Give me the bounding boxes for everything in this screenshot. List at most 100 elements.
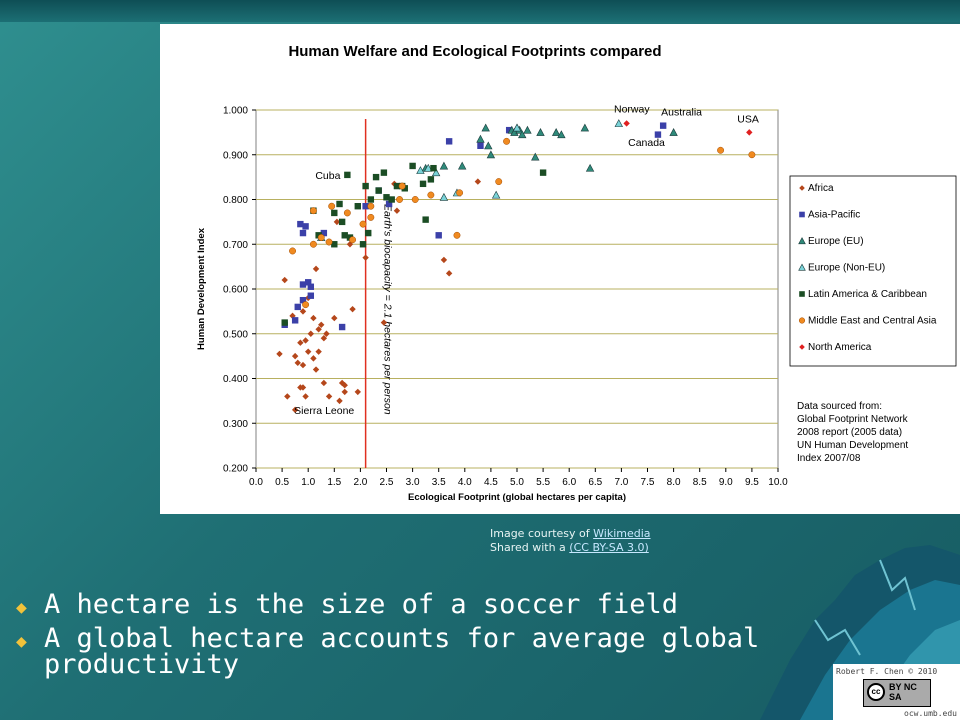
data-point — [325, 393, 333, 400]
y-tick-label: 0.400 — [223, 374, 248, 385]
data-point — [474, 178, 482, 185]
data-point — [362, 182, 369, 190]
data-point — [354, 388, 361, 396]
data-point — [375, 187, 382, 194]
data-point — [299, 296, 307, 304]
legend-marker — [799, 291, 805, 297]
note-line: UN Human Development — [797, 440, 908, 451]
data-point — [439, 192, 449, 201]
legend-label: Africa — [808, 183, 834, 194]
legend-entries: Africa Asia-Pacific Europe (EU) Europe (Non… — [798, 183, 937, 353]
data-point — [309, 207, 317, 215]
data-point — [344, 171, 351, 179]
data-point — [623, 120, 630, 127]
data-point — [457, 161, 467, 170]
data-point — [484, 141, 493, 150]
data-point — [393, 182, 401, 190]
x-tick-label: 1.5 — [327, 477, 341, 488]
data-point — [383, 194, 390, 201]
data-point — [307, 283, 315, 290]
note-line: 2008 report (2005 data) — [797, 427, 902, 438]
x-tick-label: 5.5 — [536, 477, 550, 488]
data-point — [367, 196, 375, 203]
data-point — [305, 279, 312, 286]
data-point — [380, 169, 388, 176]
x-tick-label: 4.0 — [458, 477, 472, 488]
x-tick-label: 9.5 — [745, 477, 759, 488]
data-point — [299, 361, 307, 369]
data-point — [317, 234, 325, 241]
data-point — [331, 314, 338, 322]
bullet-list: ◆ A hectare is the size of a soccer fiel… — [14, 591, 814, 686]
data-point — [505, 126, 513, 134]
data-point — [398, 182, 406, 190]
data-point — [557, 130, 566, 139]
data-point — [748, 151, 756, 159]
annotation-label: USA — [737, 113, 759, 125]
legend-label: North America — [808, 342, 872, 353]
data-point — [431, 168, 441, 177]
data-point — [336, 397, 343, 405]
legend-item: North America — [799, 342, 872, 353]
hdi-footprint-scatter-chart: Human Welfare and Ecological Footprints … — [196, 43, 957, 503]
annotation-label: Australia — [661, 107, 702, 119]
y-tick-label: 0.200 — [223, 464, 248, 475]
legend-marker — [799, 185, 805, 191]
data-point — [299, 229, 307, 237]
y-tick-label: 0.700 — [223, 240, 248, 251]
legend — [789, 175, 957, 367]
license-box: Robert F. Chen © 2010 cc BY NC SA ocw.um… — [833, 664, 960, 720]
data-point — [299, 281, 307, 288]
data-point — [307, 330, 315, 337]
x-tick-label: 8.0 — [667, 477, 681, 488]
data-point — [481, 123, 490, 132]
bullet-marker-icon: ◆ — [16, 631, 27, 652]
data-point — [435, 232, 442, 239]
license-link[interactable]: (CC BY-SA 3.0) — [569, 541, 649, 554]
data-point — [422, 216, 429, 223]
data-point — [430, 164, 437, 172]
legend-item: Asia-Pacific — [799, 210, 860, 221]
data-point — [299, 384, 307, 391]
data-point — [309, 240, 317, 248]
legend-item: Europe (EU) — [798, 236, 864, 247]
data-point — [331, 209, 338, 217]
wikimedia-link[interactable]: Wikimedia — [593, 527, 651, 540]
legend-item: Latin America & Caribbean — [799, 289, 927, 300]
legend-label: Europe (EU) — [808, 236, 864, 247]
data-point — [328, 202, 336, 210]
data-point — [315, 348, 322, 355]
data-point — [302, 223, 309, 230]
data-point — [338, 323, 346, 331]
note-line: Index 2007/08 — [797, 453, 861, 464]
data-point — [310, 314, 317, 322]
data-point — [503, 137, 511, 145]
x-tick-label: 2.0 — [353, 477, 367, 488]
x-tick-label: 7.5 — [641, 477, 655, 488]
data-point — [539, 169, 547, 176]
annotation-label: Canada — [628, 137, 665, 149]
data-point — [302, 301, 310, 309]
data-point — [365, 229, 372, 237]
data-point — [523, 125, 532, 134]
data-point — [318, 321, 325, 328]
data-point — [551, 128, 561, 136]
data-point — [669, 128, 678, 136]
legend-item: Middle East and Central Asia — [798, 316, 937, 327]
data-point — [380, 319, 388, 326]
annotation-label: Norway — [614, 103, 650, 115]
chart-panel: Human Welfare and Ecological Footprints … — [160, 24, 960, 514]
y-tick-label: 0.600 — [223, 285, 248, 296]
data-point — [409, 162, 416, 170]
legend-item: Africa — [799, 183, 834, 194]
data-point — [359, 220, 367, 228]
x-tick-label: 8.5 — [693, 477, 707, 488]
legend-marker — [799, 211, 805, 218]
data-point — [486, 150, 496, 159]
x-tick-label: 0.5 — [275, 477, 289, 488]
legend-item: Europe (Non-EU) — [798, 263, 885, 274]
data-point — [362, 203, 369, 210]
y-axis-ticks: 0.200 0.300 0.400 0.500 0.600 0.700 0.800 0.900… — [223, 106, 256, 475]
data-point — [476, 134, 485, 143]
note-line: Global Footprint Network — [797, 414, 909, 425]
